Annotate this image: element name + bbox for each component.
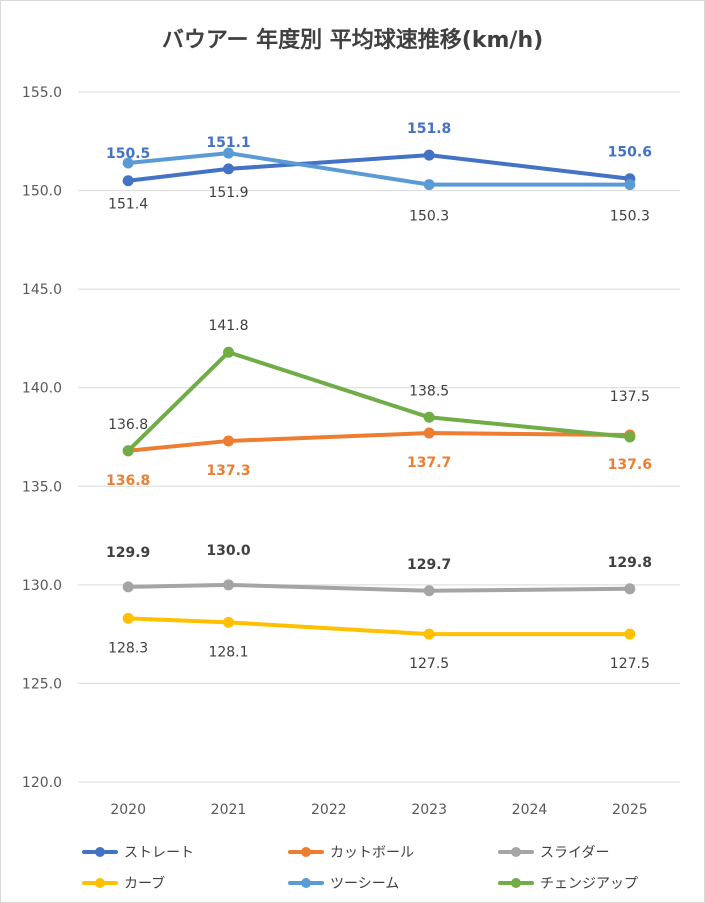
y-tick-label: 120.0 [22, 775, 62, 791]
data-label: 136.8 [106, 473, 150, 489]
legend-swatch-marker [301, 847, 311, 857]
data-point [423, 411, 435, 423]
data-label: 128.3 [108, 640, 148, 656]
data-label: 127.5 [409, 656, 449, 672]
y-tick-label: 135.0 [22, 479, 62, 495]
data-label: 137.5 [610, 389, 650, 405]
data-point [223, 163, 234, 175]
data-point [223, 147, 234, 159]
data-point [423, 628, 435, 640]
data-point [624, 583, 636, 595]
data-label: 129.9 [106, 545, 150, 561]
legend-swatch-marker [511, 847, 521, 857]
data-label: 151.1 [206, 135, 250, 151]
data-label: 150.3 [610, 209, 650, 225]
series-line [126, 350, 632, 453]
data-label: 127.5 [610, 656, 650, 672]
data-point [423, 149, 435, 161]
data-label: 137.7 [407, 455, 451, 471]
data-label: 141.8 [208, 318, 248, 334]
data-point [624, 431, 636, 443]
x-tick-label: 2020 [110, 802, 146, 818]
data-label: 137.3 [206, 463, 250, 479]
series-line [126, 153, 632, 183]
series-line [126, 431, 632, 453]
data-label: 136.8 [108, 417, 148, 433]
data-label: 130.0 [206, 543, 251, 559]
data-point [122, 157, 134, 169]
y-tick-label: 150.0 [22, 184, 62, 200]
data-point [223, 346, 234, 358]
y-tick-label: 125.0 [22, 676, 62, 692]
data-label: 151.9 [208, 185, 248, 201]
x-tick-label: 2025 [612, 802, 648, 818]
data-point [624, 179, 636, 191]
data-label: 150.5 [106, 146, 150, 162]
legend-label: チェンジアップ [540, 876, 638, 892]
legend-swatch-marker [301, 878, 311, 888]
data-label: 151.4 [108, 197, 148, 213]
data-label: 129.8 [608, 555, 652, 571]
data-point [122, 445, 134, 457]
legend-swatch-marker [95, 847, 105, 857]
legend-swatch-marker [511, 878, 521, 888]
data-point [223, 435, 234, 447]
data-label: 150.6 [608, 145, 652, 161]
y-tick-label: 140.0 [22, 381, 62, 397]
data-point [624, 628, 636, 640]
legend-label: カーブ [124, 875, 165, 892]
series-line [126, 151, 632, 187]
data-point [122, 175, 134, 187]
y-tick-label: 155.0 [22, 85, 62, 101]
data-point [423, 179, 435, 191]
y-tick-label: 130.0 [22, 578, 62, 594]
legend-label: ストレート [124, 845, 194, 861]
data-point [223, 579, 234, 591]
data-label: 150.3 [409, 209, 449, 225]
series-line [126, 582, 632, 593]
legend-label: ツーシーム [330, 876, 399, 892]
data-point [122, 581, 134, 593]
legend-label: スライダー [540, 845, 609, 861]
data-point [423, 585, 435, 597]
x-tick-label: 2024 [512, 802, 548, 818]
data-point [122, 612, 134, 624]
series-line [126, 616, 632, 637]
x-tick-label: 2023 [411, 802, 447, 818]
chart-title: バウアー 年度別 平均球速推移(km/h) [161, 28, 544, 53]
data-label: 137.6 [608, 457, 652, 473]
data-label: 138.5 [409, 383, 449, 399]
data-label: 151.8 [407, 121, 451, 137]
legend-swatch-marker [95, 878, 105, 888]
data-point [423, 427, 435, 439]
data-point [223, 616, 234, 628]
legend-label: カットボール [330, 845, 414, 861]
y-tick-label: 145.0 [22, 282, 62, 298]
x-tick-label: 2022 [311, 802, 347, 818]
x-tick-label: 2021 [211, 802, 247, 818]
data-label: 128.1 [208, 644, 248, 660]
data-label: 129.7 [407, 557, 451, 573]
